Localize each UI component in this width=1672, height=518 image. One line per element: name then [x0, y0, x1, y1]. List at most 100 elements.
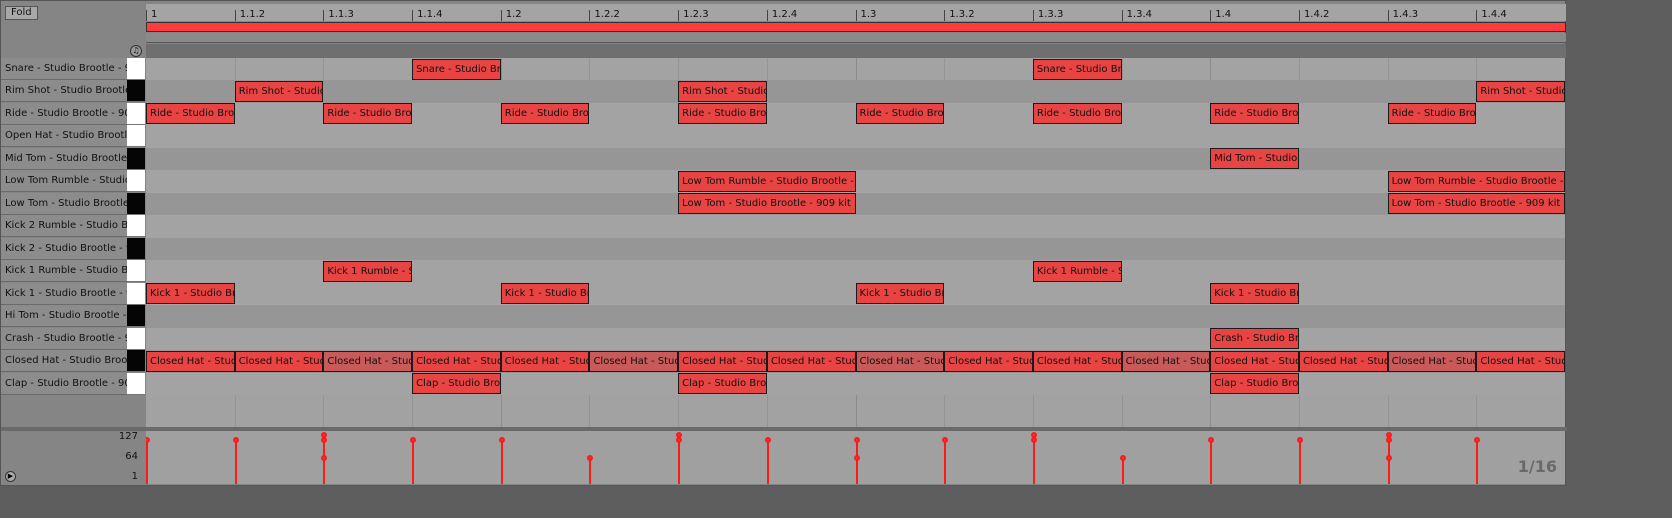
midi-note[interactable]: Ride - Studio Brootle - 909 kit 1 — [500, 103, 590, 125]
velocity-handle[interactable] — [1030, 432, 1037, 438]
midi-note[interactable]: Closed Hat - Studio Brootle - 909 kit 1 — [855, 350, 945, 372]
midi-note[interactable]: Closed Hat - Studio Brootle - 909 kit 1 — [412, 350, 501, 372]
piano-key-white[interactable] — [127, 215, 145, 238]
velocity-handle[interactable] — [232, 437, 239, 444]
velocity-handle[interactable] — [1119, 454, 1126, 461]
midi-note[interactable]: Closed Hat - Studio Brootle - 909 kit 1 — [1121, 350, 1211, 372]
midi-note[interactable]: Closed Hat - Studio Brootle - 909 kit 1 — [766, 350, 856, 372]
grid-row[interactable] — [146, 327, 1565, 351]
midi-note[interactable]: Closed Hat - Studio Brootle - 909 kit 1 — [323, 350, 413, 372]
headphones-icon[interactable]: ♫ — [130, 45, 142, 57]
midi-note[interactable]: Snare - Studio Brootle - 909 kit 1 — [1032, 58, 1122, 80]
velocity-stem[interactable] — [766, 439, 769, 484]
midi-note[interactable]: Low Tom Rumble - Studio Brootle - 909 ki… — [1387, 170, 1565, 192]
midi-note[interactable]: Ride - Studio Brootle - 909 kit 1 — [1210, 103, 1299, 125]
midi-note[interactable]: Closed Hat - Studio Brootle - 909 kit 1 — [1476, 350, 1565, 372]
piano-key-white[interactable] — [127, 260, 145, 283]
velocity-handle[interactable] — [321, 432, 328, 438]
midi-note[interactable]: Kick 1 Rumble - Studio Brootle - 909 kit… — [323, 260, 413, 282]
velocity-stem[interactable] — [1032, 434, 1035, 484]
track-name[interactable]: Clap - Studio Brootle - 909 kit 1 — [1, 372, 127, 395]
velocity-stem[interactable] — [678, 434, 681, 484]
midi-note[interactable]: Ride - Studio Brootle - 909 kit 1 — [146, 103, 235, 125]
piano-key-black[interactable] — [127, 237, 145, 260]
velocity-handle[interactable] — [676, 432, 683, 438]
track-name[interactable]: Hi Tom - Studio Brootle - 909 kit 1 — [1, 305, 127, 328]
velocity-stem[interactable] — [1298, 439, 1301, 484]
grid-row[interactable] — [146, 215, 1565, 238]
midi-note[interactable]: Closed Hat - Studio Brootle - 909 kit 1 — [944, 350, 1033, 372]
midi-note[interactable]: Ride - Studio Brootle - 909 kit 1 — [323, 103, 413, 125]
velocity-stem[interactable] — [146, 439, 148, 484]
scrub-area[interactable] — [146, 44, 1566, 58]
velocity-stem[interactable] — [1210, 439, 1213, 484]
velocity-lane[interactable]: 1/16 — [146, 431, 1565, 484]
piano-key-white[interactable] — [127, 327, 145, 350]
piano-key-white[interactable] — [127, 170, 145, 193]
grid-row[interactable] — [146, 192, 1565, 216]
track-name[interactable]: Mid Tom - Studio Brootle - 909 kit 1 — [1, 147, 127, 170]
track-name[interactable]: Closed Hat - Studio Brootle - 909 kit 1 — [1, 350, 127, 373]
midi-note[interactable]: Ride - Studio Brootle - 909 kit 1 — [855, 103, 945, 125]
velocity-handle[interactable] — [853, 454, 860, 461]
track-name[interactable]: Rim Shot - Studio Brootle - 909 kit 1 — [1, 80, 127, 103]
velocity-handle[interactable] — [1385, 437, 1392, 444]
piano-key-white[interactable] — [127, 58, 145, 80]
velocity-handle[interactable] — [676, 437, 683, 444]
velocity-stem[interactable] — [500, 439, 503, 484]
piano-key-black[interactable] — [127, 80, 145, 103]
velocity-handle[interactable] — [1474, 437, 1481, 444]
midi-note[interactable]: Snare - Studio Brootle - 909 kit 1 — [412, 58, 501, 80]
lane-divider[interactable] — [1, 427, 1567, 431]
velocity-stem[interactable] — [589, 456, 592, 484]
midi-note[interactable]: Ride - Studio Brootle - 909 kit 1 — [1387, 103, 1477, 125]
midi-note[interactable]: Closed Hat - Studio Brootle - 909 kit 1 — [1387, 350, 1477, 372]
grid-row[interactable] — [146, 305, 1565, 328]
velocity-handle[interactable] — [1385, 432, 1392, 438]
velocity-handle[interactable] — [1296, 437, 1303, 444]
midi-note[interactable]: Crash - Studio Brootle - 909 kit 1 — [1210, 328, 1299, 350]
midi-note[interactable]: Closed Hat - Studio Brootle - 909 kit 1 — [1032, 350, 1122, 372]
piano-key-black[interactable] — [127, 147, 145, 170]
midi-note[interactable]: Clap - Studio Brootle - 909 kit 1 — [412, 373, 501, 395]
velocity-handle[interactable] — [410, 437, 417, 444]
track-name[interactable]: Kick 1 Rumble - Studio Brootle - 909 kit… — [1, 260, 127, 283]
track-name[interactable]: Ride - Studio Brootle - 909 kit 1 — [1, 102, 127, 125]
velocity-stem[interactable] — [1476, 439, 1479, 484]
grid-row[interactable] — [146, 372, 1565, 396]
grid-row[interactable] — [146, 170, 1565, 193]
midi-note[interactable]: Kick 1 Rumble - Studio Brootle - 909 kit… — [1032, 260, 1122, 282]
velocity-stem[interactable] — [855, 439, 858, 484]
midi-note[interactable]: Kick 1 - Studio Brootle - 909 kit 1 — [146, 283, 235, 305]
track-name[interactable]: Snare - Studio Brootle - 909 kit 1 — [1, 58, 127, 80]
velocity-handle[interactable] — [764, 437, 771, 444]
velocity-handle[interactable] — [853, 437, 860, 444]
grid-row[interactable] — [146, 147, 1565, 171]
loop-brace[interactable] — [146, 22, 1566, 32]
track-name[interactable]: Crash - Studio Brootle - 909 kit 1 — [1, 327, 127, 350]
piano-key-white[interactable] — [127, 125, 145, 148]
velocity-handle[interactable] — [1030, 437, 1037, 444]
midi-note[interactable]: Low Tom - Studio Brootle - 909 kit 1 — [1387, 193, 1565, 215]
grid-row[interactable] — [146, 237, 1565, 261]
velocity-stem[interactable] — [944, 439, 947, 484]
piano-key-white[interactable] — [127, 282, 145, 305]
midi-note[interactable]: Closed Hat - Studio Brootle - 909 kit 1 — [1210, 350, 1299, 372]
velocity-handle[interactable] — [942, 437, 949, 444]
track-name[interactable]: Kick 2 Rumble - Studio Brootle - 909 kit… — [1, 215, 127, 238]
velocity-handle[interactable] — [321, 454, 328, 461]
midi-note[interactable]: Closed Hat - Studio Brootle - 909 kit 1 — [589, 350, 679, 372]
grid-row[interactable] — [146, 125, 1565, 148]
midi-note[interactable]: Closed Hat - Studio Brootle - 909 kit 1 — [234, 350, 324, 372]
midi-note[interactable]: Closed Hat - Studio Brootle - 909 kit 1 — [146, 350, 235, 372]
piano-key-black[interactable] — [127, 192, 145, 215]
velocity-handle[interactable] — [498, 437, 505, 444]
midi-note[interactable]: Low Tom - Studio Brootle - 909 kit 1 — [678, 193, 856, 215]
track-name[interactable]: Open Hat - Studio Brootle - 909 kit 1 — [1, 125, 127, 148]
track-name[interactable]: Kick 1 - Studio Brootle - 909 kit 1 — [1, 282, 127, 305]
midi-note[interactable]: Rim Shot - Studio Brootle - 909 kit 1 — [678, 80, 767, 102]
midi-note[interactable]: Rim Shot - Studio Brootle - 909 kit 1 — [1476, 80, 1565, 102]
piano-key-white[interactable] — [127, 102, 145, 125]
midi-note[interactable]: Kick 1 - Studio Brootle - 909 kit 1 — [855, 283, 945, 305]
velocity-stem[interactable] — [234, 439, 237, 484]
